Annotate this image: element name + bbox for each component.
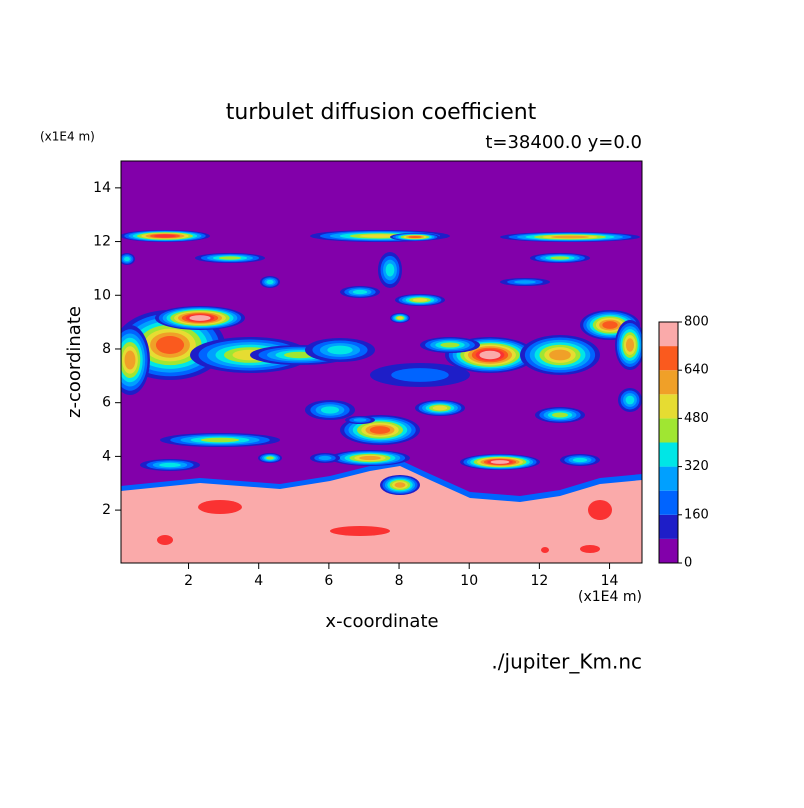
contour-region — [588, 500, 612, 520]
contour-region — [189, 315, 211, 321]
contour-region — [552, 412, 568, 418]
contour-region — [266, 279, 274, 285]
contour-region — [124, 256, 130, 262]
contour-region — [385, 263, 395, 277]
y-axis-label: z-coordinate — [64, 306, 85, 418]
contour-region — [440, 342, 460, 348]
contour-region — [352, 289, 368, 295]
x-tick-label: 2 — [184, 573, 193, 589]
colorbar-tick-label: 160 — [684, 507, 709, 522]
contour-region — [479, 350, 501, 360]
contour-region — [490, 460, 510, 464]
contour-region — [625, 338, 635, 352]
colorbar-band — [659, 418, 678, 443]
colorbar-band — [659, 442, 678, 467]
y-tick-label: 8 — [102, 341, 111, 357]
contour-region — [550, 256, 570, 260]
contour-region — [327, 345, 353, 355]
contour-region — [155, 336, 185, 354]
contour-region — [330, 526, 390, 536]
x-tick-label: 8 — [395, 573, 404, 589]
x-tick-label: 14 — [601, 573, 619, 589]
colorbar-band — [659, 538, 678, 563]
contour-region — [580, 545, 600, 553]
colorbar-band — [659, 322, 678, 347]
contour-region — [412, 298, 428, 302]
y-unit-label: (x1E4 m) — [40, 130, 95, 144]
colorbar-tick-label: 0 — [684, 556, 692, 571]
contour-region — [359, 455, 381, 461]
y-tick-label: 2 — [102, 502, 111, 518]
contour-region — [408, 235, 422, 239]
colorbar-tick-label: 800 — [684, 315, 709, 330]
y-tick-label: 12 — [93, 234, 111, 250]
contour-region — [121, 466, 642, 563]
contour-field — [121, 161, 642, 563]
colorbar-band — [659, 466, 678, 491]
x-unit-label: (x1E4 m) — [578, 589, 642, 605]
contour-region — [549, 349, 571, 361]
contour-region — [541, 547, 549, 553]
colorbar-frame — [658, 321, 679, 564]
contour-region — [266, 456, 274, 460]
x-tick-label: 10 — [460, 573, 478, 589]
colorbar-tick-label: 320 — [684, 459, 709, 474]
x-tick-label: 6 — [324, 573, 333, 589]
contour-region — [154, 234, 176, 238]
x-axis-label: x-coordinate — [325, 611, 438, 632]
contour-region — [353, 418, 367, 422]
contour-region — [369, 426, 391, 434]
contour-region — [157, 535, 173, 545]
colorbar-tick-label: 640 — [684, 363, 709, 378]
colorbar-band — [659, 490, 678, 515]
contour-region — [124, 350, 136, 370]
y-tick-label: 6 — [102, 395, 111, 411]
contour-region — [318, 455, 332, 461]
contour-region — [602, 321, 618, 329]
contour-region — [198, 500, 242, 514]
contour-region — [394, 482, 406, 488]
contour-region — [551, 235, 589, 239]
plot-frame — [120, 160, 643, 564]
contour-region — [159, 462, 181, 468]
chart-title: turbulet diffusion coefficient — [226, 100, 537, 125]
contour-region — [572, 457, 588, 463]
contour-region — [625, 395, 635, 405]
colorbar-band — [659, 346, 678, 371]
contour-region — [391, 368, 449, 382]
colorbar-band — [659, 394, 678, 419]
chart-subtitle: t=38400.0 y=0.0 — [485, 132, 642, 153]
source-label: ./jupiter_Km.nc — [491, 650, 642, 674]
colorbar-band — [659, 370, 678, 395]
y-tick-label: 14 — [93, 180, 111, 196]
contour-region — [514, 280, 536, 284]
colorbar-band — [659, 514, 678, 539]
x-tick-label: 12 — [530, 573, 548, 589]
colorbar-tick-label: 480 — [684, 411, 709, 426]
contour-region — [320, 406, 340, 414]
x-tick-label: 4 — [254, 573, 263, 589]
contour-region — [200, 437, 240, 443]
y-tick-label: 10 — [93, 287, 111, 303]
contour-region — [397, 316, 403, 320]
y-tick-label: 4 — [102, 448, 111, 464]
contour-region — [218, 256, 242, 260]
contour-region — [432, 405, 448, 411]
